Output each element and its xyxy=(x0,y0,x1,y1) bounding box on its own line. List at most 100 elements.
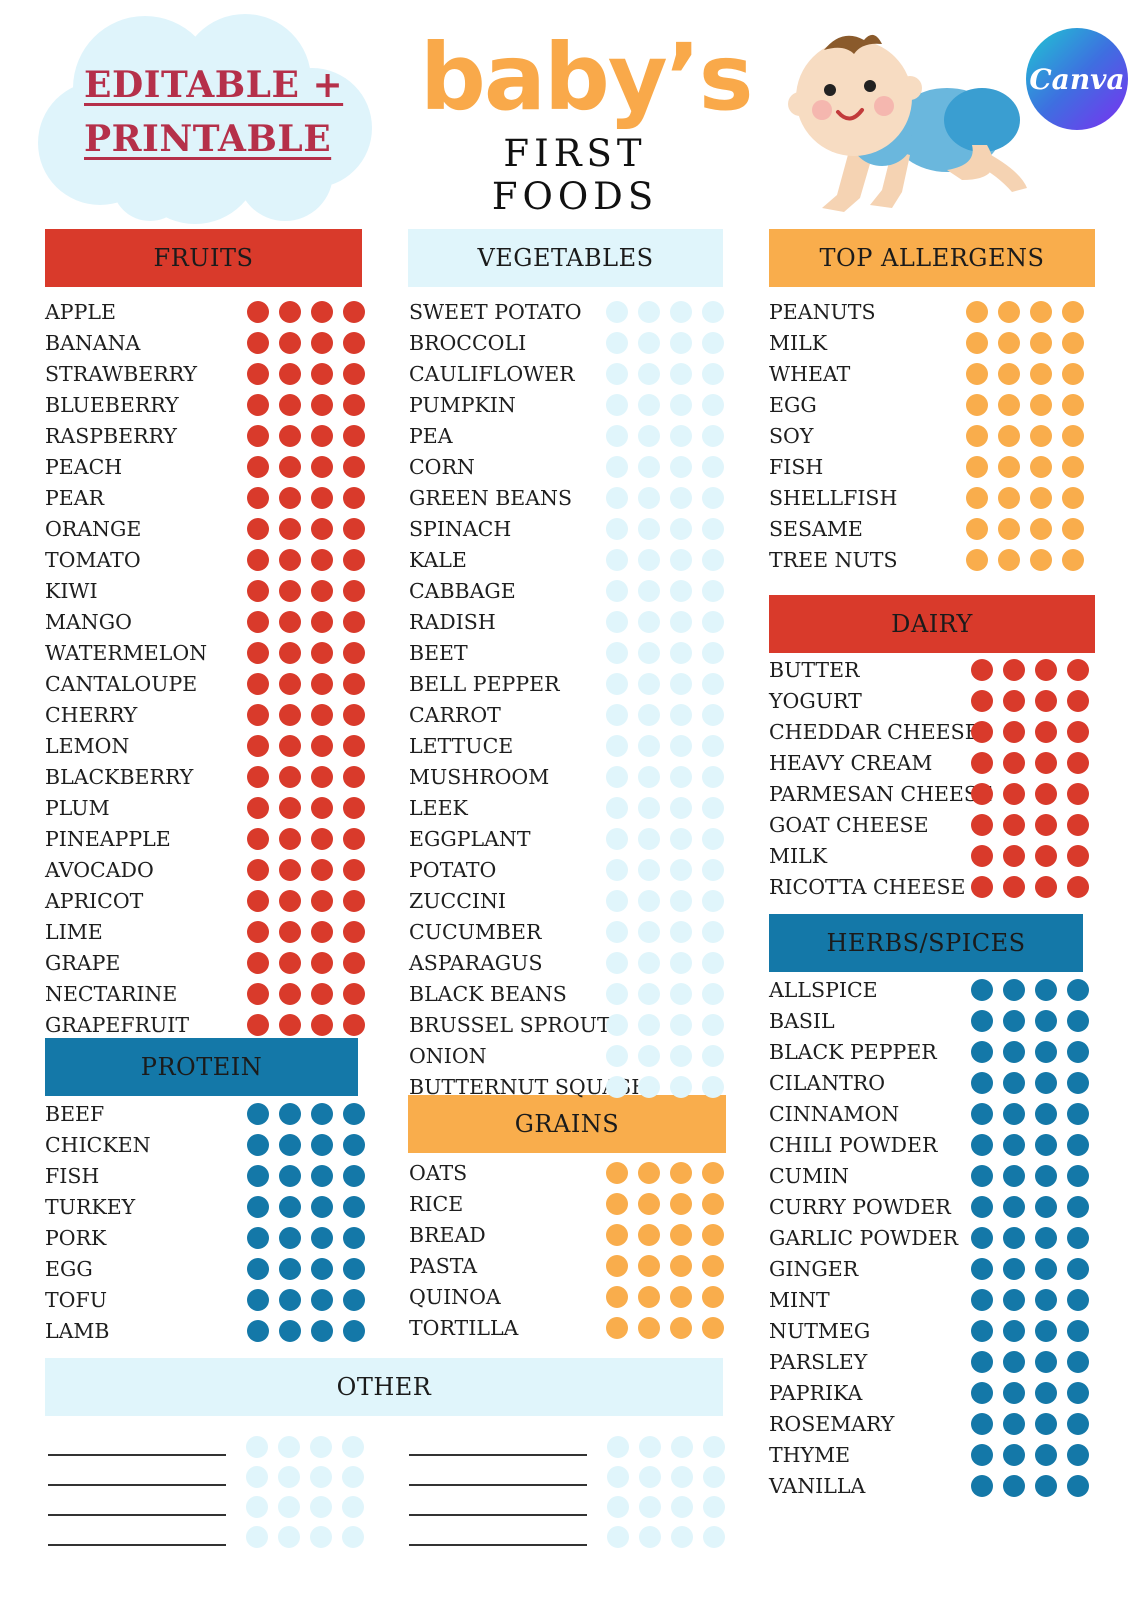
try-circle[interactable] xyxy=(246,1466,268,1488)
try-circle[interactable] xyxy=(310,1526,332,1548)
try-circle[interactable] xyxy=(1030,394,1052,416)
other-blank-line[interactable] xyxy=(409,1484,587,1486)
try-circle[interactable] xyxy=(311,1165,333,1187)
try-circle[interactable] xyxy=(1003,1134,1025,1156)
other-blank-line[interactable] xyxy=(409,1544,587,1546)
try-circle[interactable] xyxy=(311,1289,333,1311)
try-circle[interactable] xyxy=(1035,1382,1057,1404)
try-circle[interactable] xyxy=(606,983,628,1005)
try-circle[interactable] xyxy=(702,983,724,1005)
try-circle[interactable] xyxy=(1062,332,1084,354)
try-circle[interactable] xyxy=(670,983,692,1005)
try-circle[interactable] xyxy=(1003,1475,1025,1497)
try-circle[interactable] xyxy=(670,921,692,943)
try-circle[interactable] xyxy=(311,1103,333,1125)
try-circle[interactable] xyxy=(343,1320,365,1342)
try-circle[interactable] xyxy=(343,859,365,881)
try-circle[interactable] xyxy=(702,828,724,850)
try-circle[interactable] xyxy=(1035,845,1057,867)
try-circle[interactable] xyxy=(971,1444,993,1466)
try-circle[interactable] xyxy=(343,394,365,416)
try-circle[interactable] xyxy=(670,1224,692,1246)
try-circle[interactable] xyxy=(670,704,692,726)
try-circle[interactable] xyxy=(606,735,628,757)
try-circle[interactable] xyxy=(1035,1413,1057,1435)
try-circle[interactable] xyxy=(311,394,333,416)
try-circle[interactable] xyxy=(702,1045,724,1067)
try-circle[interactable] xyxy=(247,1134,269,1156)
try-circle[interactable] xyxy=(343,1014,365,1036)
try-circle[interactable] xyxy=(247,332,269,354)
try-circle[interactable] xyxy=(1030,549,1052,571)
try-circle[interactable] xyxy=(966,487,988,509)
try-circle[interactable] xyxy=(279,363,301,385)
try-circle[interactable] xyxy=(670,332,692,354)
try-circle[interactable] xyxy=(670,487,692,509)
try-circle[interactable] xyxy=(971,1103,993,1125)
try-circle[interactable] xyxy=(971,659,993,681)
try-circle[interactable] xyxy=(670,425,692,447)
try-circle[interactable] xyxy=(279,1134,301,1156)
try-circle[interactable] xyxy=(638,1317,660,1339)
try-circle[interactable] xyxy=(670,549,692,571)
try-circle[interactable] xyxy=(1067,1072,1089,1094)
try-circle[interactable] xyxy=(671,1526,693,1548)
try-circle[interactable] xyxy=(638,1076,660,1098)
try-circle[interactable] xyxy=(638,301,660,323)
try-circle[interactable] xyxy=(670,1162,692,1184)
try-circle[interactable] xyxy=(1003,1072,1025,1094)
try-circle[interactable] xyxy=(638,518,660,540)
try-circle[interactable] xyxy=(279,1227,301,1249)
try-circle[interactable] xyxy=(966,518,988,540)
try-circle[interactable] xyxy=(311,518,333,540)
try-circle[interactable] xyxy=(343,797,365,819)
try-circle[interactable] xyxy=(1067,690,1089,712)
try-circle[interactable] xyxy=(971,1134,993,1156)
try-circle[interactable] xyxy=(670,952,692,974)
try-circle[interactable] xyxy=(343,332,365,354)
try-circle[interactable] xyxy=(703,1496,725,1518)
try-circle[interactable] xyxy=(1035,1134,1057,1156)
try-circle[interactable] xyxy=(702,890,724,912)
try-circle[interactable] xyxy=(342,1526,364,1548)
try-circle[interactable] xyxy=(638,394,660,416)
try-circle[interactable] xyxy=(606,487,628,509)
try-circle[interactable] xyxy=(1003,979,1025,1001)
try-circle[interactable] xyxy=(670,766,692,788)
try-circle[interactable] xyxy=(606,1255,628,1277)
try-circle[interactable] xyxy=(606,952,628,974)
try-circle[interactable] xyxy=(1003,721,1025,743)
try-circle[interactable] xyxy=(670,456,692,478)
try-circle[interactable] xyxy=(1035,752,1057,774)
try-circle[interactable] xyxy=(702,1286,724,1308)
try-circle[interactable] xyxy=(638,673,660,695)
try-circle[interactable] xyxy=(343,921,365,943)
try-circle[interactable] xyxy=(247,394,269,416)
try-circle[interactable] xyxy=(1035,1010,1057,1032)
try-circle[interactable] xyxy=(1035,1165,1057,1187)
try-circle[interactable] xyxy=(1003,1320,1025,1342)
try-circle[interactable] xyxy=(311,1134,333,1156)
try-circle[interactable] xyxy=(1035,1103,1057,1125)
try-circle[interactable] xyxy=(702,921,724,943)
try-circle[interactable] xyxy=(1003,845,1025,867)
try-circle[interactable] xyxy=(1003,752,1025,774)
try-circle[interactable] xyxy=(279,611,301,633)
try-circle[interactable] xyxy=(1062,363,1084,385)
other-blank-line[interactable] xyxy=(48,1484,226,1486)
try-circle[interactable] xyxy=(343,1165,365,1187)
try-circle[interactable] xyxy=(702,332,724,354)
try-circle[interactable] xyxy=(638,766,660,788)
try-circle[interactable] xyxy=(1062,301,1084,323)
try-circle[interactable] xyxy=(702,952,724,974)
try-circle[interactable] xyxy=(1003,1010,1025,1032)
try-circle[interactable] xyxy=(702,1076,724,1098)
try-circle[interactable] xyxy=(1067,1227,1089,1249)
try-circle[interactable] xyxy=(343,1103,365,1125)
try-circle[interactable] xyxy=(343,704,365,726)
try-circle[interactable] xyxy=(606,301,628,323)
try-circle[interactable] xyxy=(702,1317,724,1339)
try-circle[interactable] xyxy=(971,783,993,805)
try-circle[interactable] xyxy=(279,1103,301,1125)
try-circle[interactable] xyxy=(606,1193,628,1215)
